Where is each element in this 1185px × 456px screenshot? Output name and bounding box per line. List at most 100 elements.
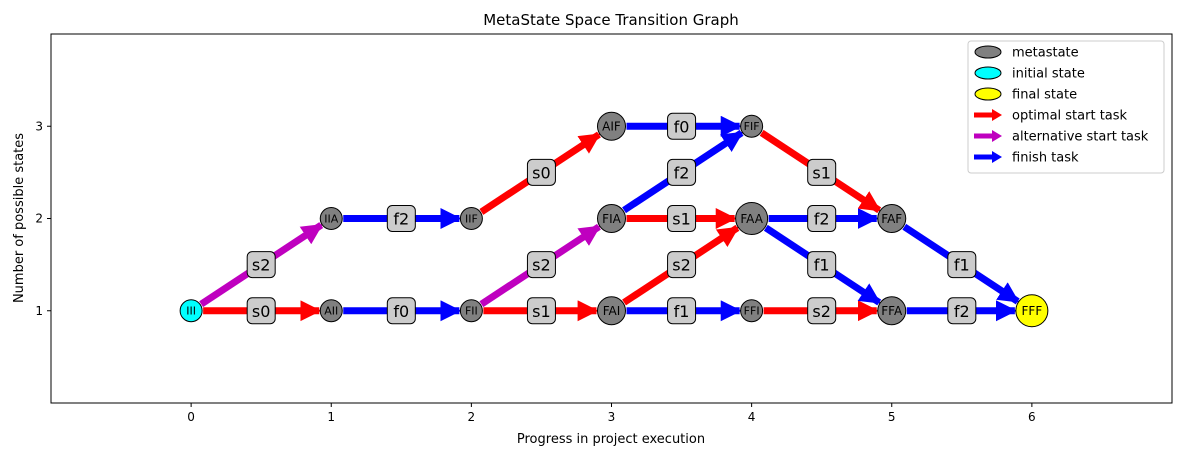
node-label: FIF	[744, 120, 760, 133]
node-label: FFF	[1022, 304, 1043, 318]
node-label: AIF	[602, 120, 621, 134]
edge-label-box	[947, 251, 977, 279]
edge-label-FFA-FFF: f2	[947, 297, 977, 325]
edge-label-FIA-FAA: s1	[667, 205, 697, 232]
node-circle	[597, 296, 626, 326]
x-tick-label: 3	[608, 410, 616, 424]
node-circle	[319, 299, 343, 323]
edge-label-box	[807, 297, 837, 325]
x-tick-label: 4	[748, 410, 756, 424]
edge-label-box	[667, 112, 697, 140]
node-circle	[740, 299, 764, 323]
edge-label-FAI-FFI: f1	[667, 297, 697, 325]
edge-label-box	[807, 205, 837, 232]
node-label: IIA	[324, 212, 338, 225]
node-FAI: FAI	[597, 296, 626, 326]
edge-label-text: s0	[532, 163, 551, 182]
node-circle	[1015, 294, 1049, 328]
edge-label-FAA-FAF: f2	[807, 205, 837, 232]
node-FFI: FFI	[740, 299, 764, 323]
legend-label: initial state	[1012, 67, 1085, 82]
node-FAF: FAF	[877, 204, 907, 233]
edge-label-box	[667, 158, 697, 186]
legend-marker-head	[992, 130, 1002, 142]
legend-label: final state	[1012, 88, 1077, 103]
node-circle	[459, 299, 483, 323]
edge-label-FII-FIA: s2	[526, 251, 556, 279]
edge-label-box	[526, 251, 556, 279]
edge-label-box	[526, 158, 556, 186]
edge-label-box	[807, 158, 837, 186]
edge-label-box	[667, 205, 697, 232]
node-FIA: FIA	[597, 204, 626, 233]
node-AII: AII	[319, 299, 343, 323]
node-label: FFA	[881, 304, 903, 318]
edge-label-text: s2	[812, 302, 831, 321]
node-circle	[459, 207, 483, 230]
node-circle	[319, 207, 343, 230]
edge-label-AII-FII: f0	[386, 297, 416, 325]
legend-label: finish task	[1012, 151, 1079, 166]
edge-label-text: f2	[954, 302, 970, 321]
edge-label-text: f2	[393, 210, 409, 229]
node-AIF: AIF	[597, 111, 626, 141]
legend-marker	[974, 87, 1002, 101]
node-circle	[597, 204, 626, 233]
edge-label-text: s2	[532, 256, 551, 275]
edge-label-III-IIA: s2	[246, 251, 276, 279]
legend-marker	[974, 66, 1002, 80]
node-label: FII	[465, 305, 478, 318]
node-label: IIF	[465, 212, 478, 225]
edge-label-text: f2	[674, 163, 690, 182]
node-label: FAI	[603, 304, 621, 318]
edge-label-IIF-AIF: s0	[526, 158, 556, 186]
legend-entry: finish task	[974, 151, 1079, 166]
legend-label: alternative start task	[1012, 130, 1149, 145]
legend-entry: optimal start task	[974, 109, 1128, 124]
edge-label-text: f0	[393, 302, 409, 321]
node-circle	[735, 202, 769, 235]
node-label: FIA	[602, 212, 621, 226]
node-FIF: FIF	[740, 114, 764, 138]
x-axis-ticks: 0 1 2 3 4 5 6	[187, 403, 1036, 424]
edge-label-box	[386, 297, 416, 325]
legend-label: metastate	[1012, 46, 1079, 61]
node-label: III	[186, 305, 196, 318]
edge-label-text: f0	[674, 117, 690, 136]
y-axis-label: Number of possible states	[12, 133, 27, 303]
edge-label-FAI-FAA: s2	[667, 251, 697, 279]
node-label: FAA	[740, 212, 763, 226]
node-circle	[877, 204, 907, 233]
x-tick-label: 2	[468, 410, 476, 424]
y-tick-label: 2	[35, 212, 43, 226]
edge-label-box	[526, 297, 556, 325]
node-FFA: FFA	[877, 296, 907, 326]
y-tick-label: 3	[35, 119, 43, 133]
legend-entry: metastate	[974, 45, 1079, 61]
edge-label-III-AII: s0	[246, 297, 276, 325]
edge-label-IIA-IIF: f2	[386, 205, 416, 232]
edge-label-text: f1	[954, 256, 970, 275]
node-FFF: FFF	[1015, 294, 1049, 328]
edge-label-box	[246, 251, 276, 279]
edge-label-box	[947, 297, 977, 325]
edge-label-text: s2	[252, 256, 271, 275]
x-tick-label: 6	[1028, 410, 1036, 424]
legend-label: optimal start task	[1012, 109, 1128, 124]
edge-label-box	[667, 251, 697, 279]
node-FII: FII	[459, 299, 483, 323]
legend-entry: alternative start task	[974, 130, 1149, 145]
edge-label-text: f1	[674, 302, 690, 321]
node-circle	[877, 296, 907, 326]
node-circle	[179, 299, 203, 323]
edge-label-text: s1	[672, 210, 691, 229]
x-tick-label: 0	[187, 410, 195, 424]
edge-label-text: s0	[252, 302, 271, 321]
edge-label-box	[246, 297, 276, 325]
edge-label-FII-FAI: s1	[526, 297, 556, 325]
edge-label-FAF-FFF: f1	[947, 251, 977, 279]
node-IIF: IIF	[459, 207, 483, 230]
node-circle	[740, 114, 764, 138]
edge-label-text: f2	[814, 210, 830, 229]
